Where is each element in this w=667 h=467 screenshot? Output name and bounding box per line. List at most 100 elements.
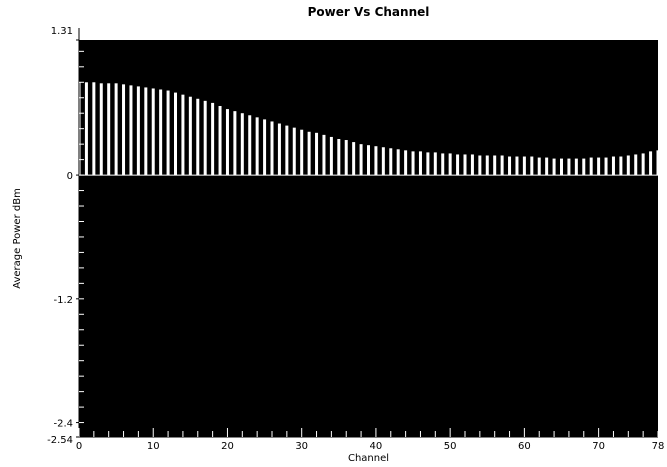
bar-channel-50 [448,153,452,176]
bar-channel-18 [211,102,215,176]
bar-channel-31 [307,131,311,176]
x-axis-label: Channel [348,453,389,464]
bar-channel-69 [589,157,593,176]
bar-channel-59 [515,156,519,176]
bar-channel-26 [270,121,274,176]
bar-channel-5 [114,83,118,176]
bar-channel-14 [181,94,185,176]
bar-channel-36 [344,140,348,176]
bar-channel-9 [144,87,148,176]
plot-background [79,40,658,437]
bar-channel-58 [508,156,512,176]
bars-group [77,82,660,176]
bar-channel-1 [84,82,88,176]
bar-channel-3 [99,83,103,176]
bar-channel-17 [203,100,207,176]
bar-channel-24 [255,117,259,176]
bar-channel-35 [337,138,341,176]
bar-channel-8 [136,86,140,176]
bar-channel-62 [537,157,541,176]
bar-channel-39 [367,145,370,176]
bar-channel-33 [322,134,326,176]
x-minor-ticks [78,428,659,437]
bar-channel-20 [225,109,229,176]
bar-channel-15 [188,96,192,176]
bar-channel-38 [359,144,363,176]
y-tick-labels: 1.31 0 -1.2 -2.4 -2.54 [47,26,79,446]
bar-channel-25 [263,119,267,176]
bar-channel-13 [174,92,177,176]
bar-channel-71 [604,157,608,176]
bar-channel-77 [649,151,653,176]
bar-channel-52 [463,154,467,176]
bar-channel-61 [530,156,534,176]
bar-channel-28 [285,125,289,176]
y-tick-label: -1.2 [53,295,73,306]
bar-channel-68 [582,158,586,176]
bar-channel-76 [641,153,645,176]
y-tick-label: -2.54 [47,435,73,446]
x-tick-label: 50 [444,441,457,452]
bar-channel-48 [433,152,437,176]
bar-channel-49 [441,153,445,176]
bar-channel-66 [567,158,571,176]
bar-channel-53 [470,154,474,176]
bar-channel-7 [129,85,133,176]
x-tick-label: 60 [518,441,531,452]
bar-channel-51 [456,154,460,176]
bar-channel-72 [611,156,615,176]
bar-channel-78 [656,150,660,176]
x-tick-label: 78 [652,441,665,452]
bar-channel-4 [107,83,111,176]
bar-channel-45 [411,151,415,176]
x-tick-label: 10 [147,441,160,452]
chart-title: Power Vs Channel [307,5,430,19]
x-tick-label: 30 [295,441,308,452]
bar-channel-16 [196,98,200,176]
bar-channel-42 [389,148,393,176]
bar-channel-46 [418,151,422,176]
bar-channel-56 [493,155,497,176]
bar-channel-60 [522,156,526,176]
bar-channel-73 [619,156,623,176]
bar-channel-63 [545,157,549,176]
bar-channel-43 [396,149,400,176]
bar-channel-32 [315,132,319,176]
y-tick-label: 1.31 [51,26,73,37]
bar-channel-55 [485,155,489,176]
bar-channel-34 [329,136,333,176]
bar-channel-21 [233,111,237,176]
bar-channel-23 [248,115,252,176]
y-tick-label: -2.4 [53,419,73,430]
x-tick-label: 20 [221,441,234,452]
bar-channel-47 [426,152,430,176]
x-tick-label: 40 [370,441,383,452]
y-axis-label: Average Power dBm [12,188,23,289]
bar-channel-6 [122,84,126,176]
bar-channel-29 [292,127,296,176]
y-tick-label: 0 [67,171,73,182]
bar-channel-65 [560,158,563,176]
x-tick-label: 0 [76,441,82,452]
bar-channel-11 [159,89,163,176]
bar-channel-57 [500,155,504,176]
bar-channel-44 [404,150,408,176]
bar-channel-75 [634,154,638,176]
bar-channel-41 [381,147,385,176]
bar-channel-74 [626,155,630,176]
x-tick-labels: 0 10 20 30 40 50 60 70 78 [76,441,665,452]
bar-channel-40 [374,146,378,176]
bar-channel-30 [300,129,304,176]
bar-channel-10 [151,88,155,176]
bar-channel-54 [478,155,482,176]
bar-channel-19 [218,105,222,176]
bar-channel-2 [92,82,96,176]
bar-channel-37 [352,142,356,176]
bar-channel-67 [574,158,578,176]
bar-channel-64 [552,158,556,176]
bar-channel-22 [240,113,244,176]
y-minor-ticks [79,50,84,424]
x-tick-label: 70 [592,441,605,452]
